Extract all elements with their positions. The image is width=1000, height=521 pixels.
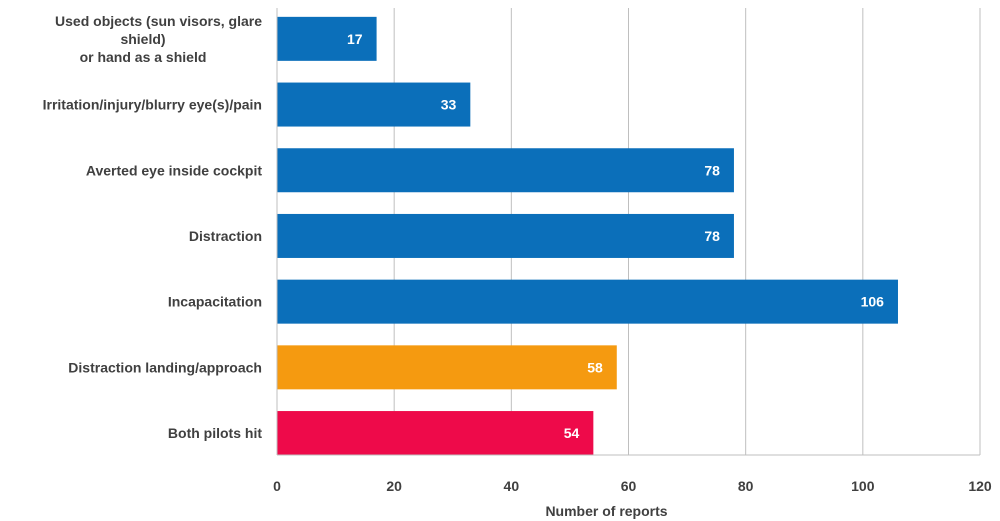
- bar: [277, 82, 471, 127]
- bars: [277, 16, 898, 456]
- bar-data-label: 78: [704, 162, 720, 178]
- bar: [277, 213, 734, 258]
- x-tick-label: 0: [273, 478, 281, 494]
- bar-data-label: 17: [347, 31, 363, 47]
- category-label: Both pilots hit: [168, 425, 262, 441]
- category-label: Used objects (sun visors, glare: [55, 13, 262, 29]
- bar: [277, 279, 898, 324]
- x-tick-label: 40: [504, 478, 520, 494]
- x-tick-label: 60: [621, 478, 637, 494]
- bar-data-label: 78: [704, 228, 720, 244]
- category-label: shield): [120, 31, 165, 47]
- category-label: Incapacitation: [168, 294, 262, 310]
- category-label: Distraction: [189, 228, 262, 244]
- category-label: or hand as a shield: [80, 49, 207, 65]
- bar: [277, 345, 617, 390]
- bar-data-label: 54: [564, 425, 580, 441]
- bar: [277, 148, 734, 193]
- x-axis-title: Number of reports: [545, 503, 667, 519]
- bar-data-label: 58: [587, 359, 603, 375]
- bar-data-label: 33: [441, 97, 457, 113]
- category-label: Irritation/injury/blurry eye(s)/pain: [43, 97, 262, 113]
- x-tick-labels: 0 20 40 60 80 100 120: [273, 478, 992, 494]
- x-tick-label: 20: [386, 478, 402, 494]
- bar: [277, 16, 377, 61]
- bar: [277, 411, 594, 456]
- x-tick-label: 100: [851, 478, 875, 494]
- bar-data-labels: 17 33 78 78 106 58 54: [347, 31, 884, 441]
- bar-data-label: 106: [861, 294, 885, 310]
- category-label: Averted eye inside cockpit: [86, 162, 262, 178]
- x-tick-label: 120: [968, 478, 992, 494]
- x-tick-label: 80: [738, 478, 754, 494]
- category-labels: Used objects (sun visors, glare shield) or…: [43, 13, 263, 441]
- category-label: Distraction landing/approach: [68, 359, 262, 375]
